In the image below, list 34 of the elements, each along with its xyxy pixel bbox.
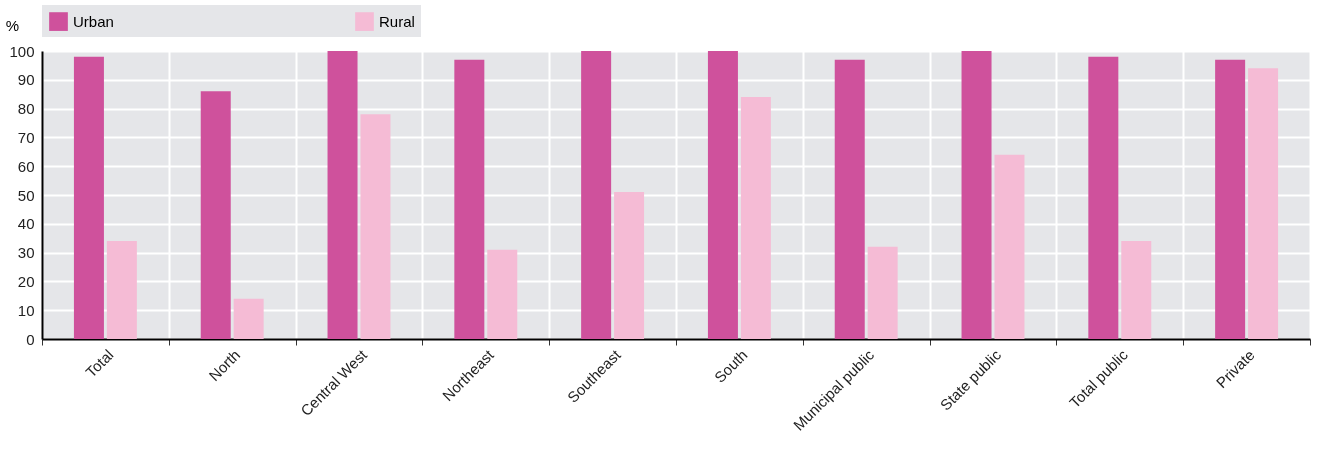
bar [581, 51, 612, 339]
y-tick-label: 60 [17, 157, 35, 175]
bar [1215, 59, 1246, 339]
bar [867, 246, 898, 339]
y-tick-label: 50 [17, 186, 35, 204]
y-tick-label: 100 [9, 42, 35, 60]
y-tick-label: 30 [17, 244, 35, 262]
bar [233, 298, 264, 339]
bar [106, 241, 137, 339]
bar [834, 59, 865, 339]
y-tick-label: 70 [17, 128, 35, 146]
bar [614, 192, 645, 339]
bar [961, 51, 992, 339]
bar [1088, 56, 1119, 339]
y-axis-title: % [5, 16, 20, 34]
y-tick-label: 20 [17, 272, 35, 290]
bar [707, 51, 738, 339]
bar [73, 56, 104, 339]
y-tick-label: 10 [17, 301, 35, 319]
bar [200, 91, 231, 339]
y-tick-label: 80 [17, 100, 35, 118]
y-tick-label: 90 [17, 71, 35, 89]
bar [454, 59, 485, 339]
bar [327, 51, 358, 339]
bar [740, 97, 771, 339]
y-tick-label: 40 [17, 215, 35, 233]
y-tick-label: 0 [26, 330, 35, 348]
legend-label: Urban [73, 12, 114, 30]
bar [487, 249, 518, 339]
bar [1121, 241, 1152, 339]
bar [1248, 68, 1279, 339]
legend-label: Rural [379, 12, 415, 30]
bar [994, 154, 1025, 339]
bar [360, 114, 391, 339]
